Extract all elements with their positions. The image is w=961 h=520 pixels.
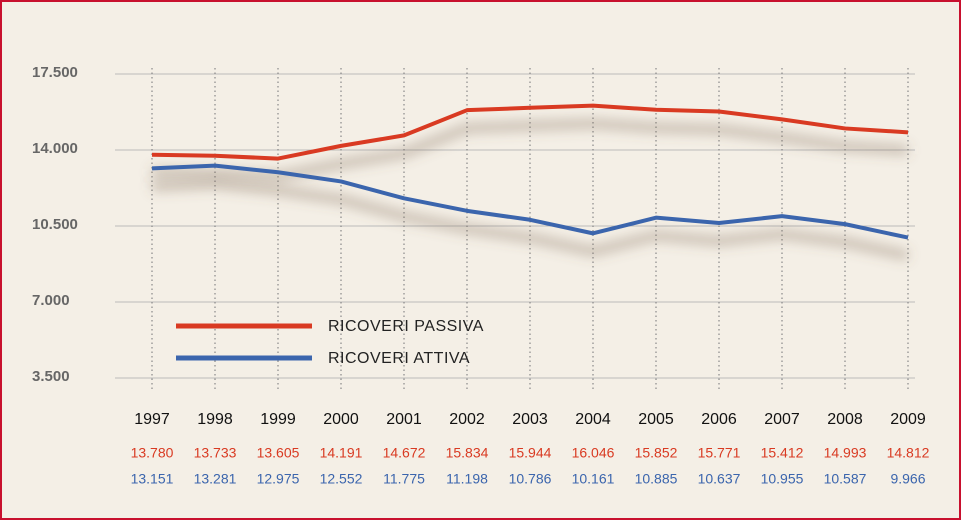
series-line [151, 163, 909, 240]
value-label: 12.552 [320, 471, 363, 487]
x-tick-label: 2001 [386, 411, 422, 428]
legend-label: RICOVERI ATTIVA [328, 350, 470, 367]
value-label: 13.281 [194, 471, 237, 487]
value-label: 10.161 [572, 471, 615, 487]
x-tick-label: 1998 [197, 411, 233, 428]
value-label: 10.885 [635, 471, 678, 487]
y-tick-label: 10.500 [32, 216, 78, 233]
value-label: 15.412 [761, 445, 804, 461]
value-label: 14.191 [320, 445, 363, 461]
y-tick-label: 17.500 [32, 64, 78, 81]
y-tick-label: 7.000 [32, 292, 70, 309]
value-label: 9.966 [890, 471, 925, 487]
value-label: 16.046 [572, 445, 615, 461]
y-tick-label: 14.000 [32, 140, 78, 157]
x-tick-label: 1999 [260, 411, 296, 428]
legend-label: RICOVERI PASSIVA [328, 318, 484, 335]
value-label: 15.834 [446, 445, 489, 461]
value-label: 14.993 [824, 445, 867, 461]
line-shadow [151, 118, 909, 182]
x-tick-label: 2007 [764, 411, 800, 428]
value-label: 13.151 [131, 471, 174, 487]
x-tick-label: 2006 [701, 411, 737, 428]
value-label: 13.780 [131, 445, 174, 461]
value-label: 11.775 [383, 471, 425, 487]
y-tick-label: 3.500 [32, 368, 70, 385]
x-tick-label: 2003 [512, 411, 548, 428]
value-label: 10.786 [509, 471, 552, 487]
x-tick-label: 2009 [890, 411, 926, 428]
x-tick-label: 2005 [638, 411, 674, 428]
x-tick-label: 2008 [827, 411, 863, 428]
value-label: 15.771 [698, 445, 741, 461]
value-label: 10.587 [824, 471, 867, 487]
x-tick-label: 2000 [323, 411, 359, 428]
value-label: 13.605 [257, 445, 300, 461]
value-label: 15.944 [509, 445, 552, 461]
x-tick-label: 2004 [575, 411, 611, 428]
line-shadow [151, 178, 910, 261]
value-label: 14.672 [383, 445, 426, 461]
series-line [151, 103, 909, 161]
x-tick-label: 1997 [134, 411, 170, 428]
value-label: 11.198 [446, 471, 488, 487]
value-label: 14.812 [887, 445, 930, 461]
value-label: 13.733 [194, 445, 237, 461]
value-label: 10.637 [698, 471, 741, 487]
x-tick-label: 2002 [449, 411, 485, 428]
value-label: 10.955 [761, 471, 804, 487]
value-label: 12.975 [257, 471, 300, 487]
value-label: 15.852 [635, 445, 678, 461]
